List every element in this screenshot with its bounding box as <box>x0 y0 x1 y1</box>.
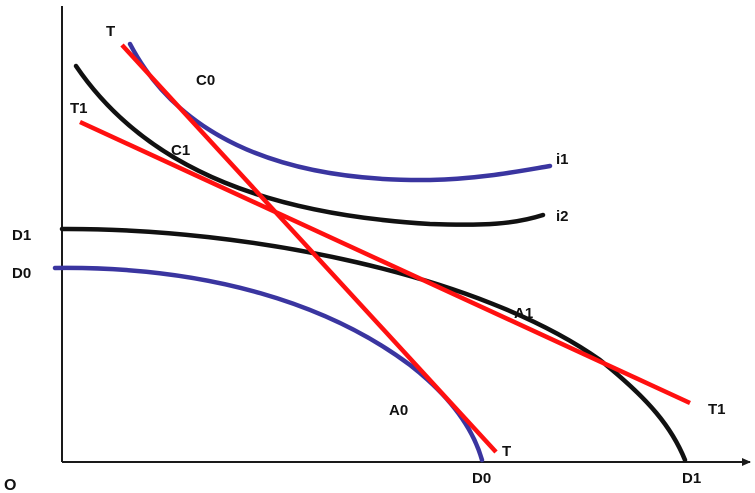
indifference-i2-label: i2 <box>556 208 569 225</box>
y-axis-d0-label: D0 <box>12 265 31 282</box>
indifference-curve-i1 <box>127 41 553 183</box>
point-c0-label: C0 <box>196 72 215 89</box>
point-c1-label: C1 <box>171 142 190 159</box>
price-line-t <box>120 43 498 454</box>
indifference-i1-label: i1 <box>556 151 569 168</box>
x-axis-d1-label: D1 <box>682 470 701 487</box>
price-line-t1-left-label: T1 <box>70 100 88 117</box>
price-line-t1 <box>79 119 691 406</box>
x-axis-d0-label: D0 <box>472 470 491 487</box>
point-a1-label: A1 <box>514 305 533 322</box>
y-axis-d1-label: D1 <box>12 227 31 244</box>
price-line-t-top-label: T <box>106 23 115 40</box>
point-a0-label: A0 <box>389 402 408 419</box>
origin-label: O <box>4 477 16 493</box>
price-line-t1-right-label: T1 <box>708 401 726 418</box>
price-line-t-bottom-label: T <box>502 443 511 460</box>
ppf-d0-curve <box>52 265 485 463</box>
indifference-curve-i2 <box>73 63 546 227</box>
ppf-d1-curve <box>59 226 688 463</box>
